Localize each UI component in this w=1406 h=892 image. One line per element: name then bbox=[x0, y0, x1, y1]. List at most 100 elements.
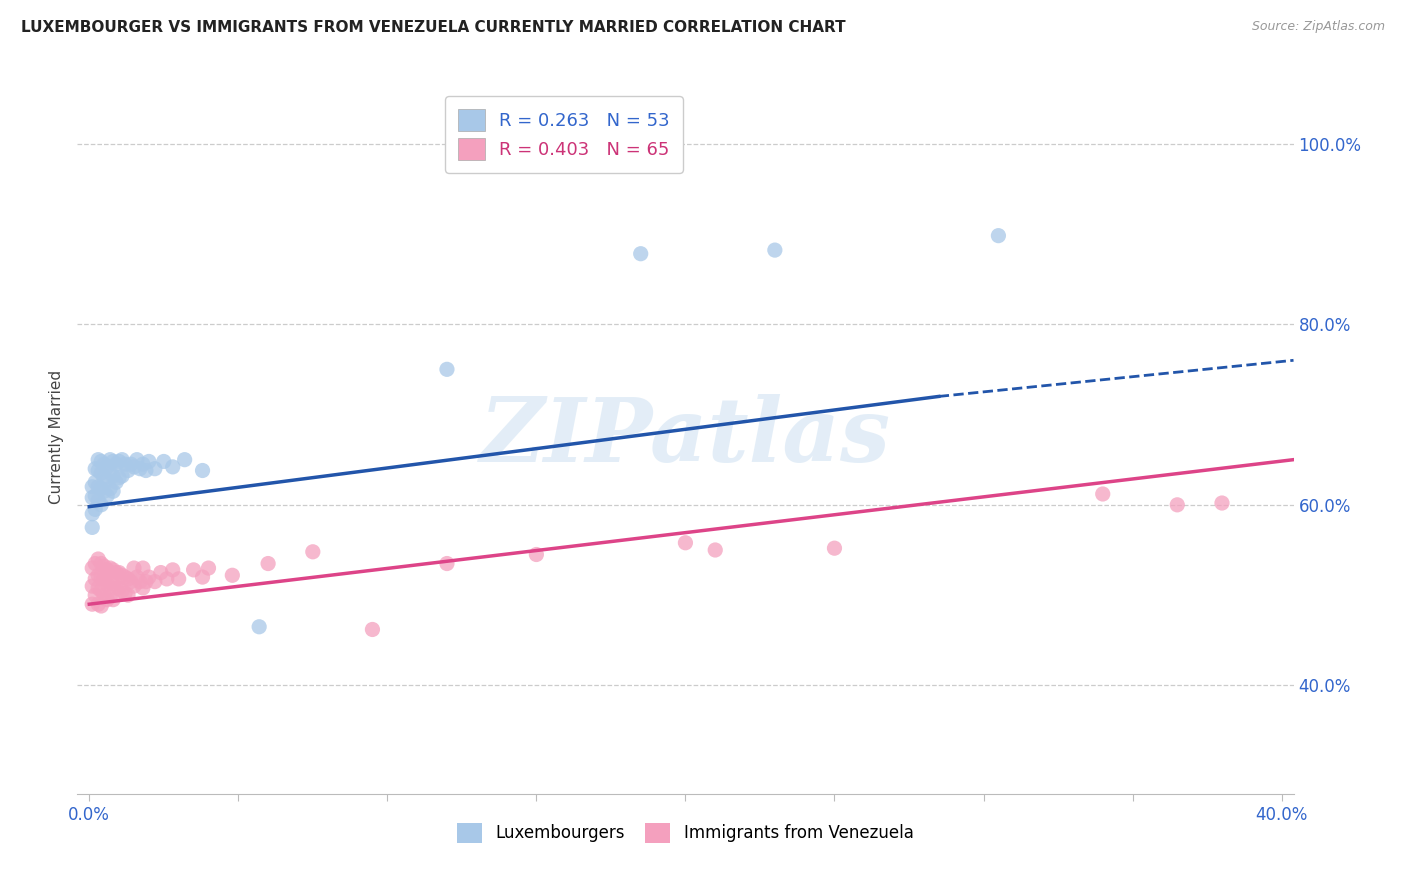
Point bbox=[90, 498, 112, 512]
Point bbox=[120, 457, 142, 471]
Point bbox=[98, 482, 121, 496]
Point bbox=[108, 581, 131, 595]
Point bbox=[1091, 487, 1114, 501]
Point bbox=[84, 572, 107, 586]
Point bbox=[183, 563, 205, 577]
Point bbox=[114, 586, 136, 600]
Point bbox=[90, 557, 112, 571]
Point bbox=[96, 459, 118, 474]
Point bbox=[111, 452, 134, 467]
Point bbox=[82, 597, 104, 611]
Point bbox=[111, 469, 134, 483]
Point bbox=[156, 572, 179, 586]
Point bbox=[125, 570, 148, 584]
Point bbox=[763, 243, 786, 257]
Point bbox=[135, 463, 157, 477]
Point bbox=[1166, 498, 1188, 512]
Point bbox=[84, 502, 107, 516]
Point bbox=[90, 467, 112, 481]
Point bbox=[105, 581, 128, 595]
Point bbox=[84, 557, 107, 571]
Point bbox=[301, 545, 323, 559]
Point bbox=[143, 461, 166, 475]
Point bbox=[82, 480, 104, 494]
Point bbox=[117, 572, 139, 586]
Point bbox=[98, 561, 121, 575]
Point bbox=[101, 577, 124, 591]
Point bbox=[87, 480, 110, 494]
Point bbox=[84, 461, 107, 475]
Point bbox=[90, 583, 112, 598]
Point bbox=[101, 454, 124, 468]
Text: Source: ZipAtlas.com: Source: ZipAtlas.com bbox=[1251, 20, 1385, 33]
Point bbox=[436, 557, 458, 571]
Point bbox=[138, 570, 160, 584]
Point bbox=[82, 561, 104, 575]
Point bbox=[87, 597, 110, 611]
Point bbox=[129, 574, 152, 589]
Point bbox=[87, 463, 110, 477]
Point bbox=[87, 452, 110, 467]
Point bbox=[108, 454, 131, 468]
Point bbox=[138, 454, 160, 468]
Point bbox=[93, 572, 115, 586]
Point bbox=[98, 463, 121, 477]
Point bbox=[96, 563, 118, 577]
Point bbox=[114, 457, 136, 471]
Point bbox=[1211, 496, 1233, 510]
Point bbox=[191, 570, 214, 584]
Point bbox=[987, 228, 1010, 243]
Point bbox=[87, 552, 110, 566]
Point bbox=[101, 592, 124, 607]
Point bbox=[98, 590, 121, 604]
Point bbox=[90, 454, 112, 468]
Point bbox=[82, 579, 104, 593]
Point bbox=[93, 471, 115, 485]
Point bbox=[93, 559, 115, 574]
Point bbox=[173, 452, 195, 467]
Point bbox=[87, 568, 110, 582]
Point bbox=[132, 457, 155, 471]
Legend: Luxembourgers, Immigrants from Venezuela: Luxembourgers, Immigrants from Venezuela bbox=[451, 816, 920, 850]
Point bbox=[111, 568, 134, 582]
Point bbox=[221, 568, 243, 582]
Point bbox=[152, 454, 174, 468]
Point bbox=[98, 574, 121, 589]
Point bbox=[117, 463, 139, 477]
Point bbox=[132, 581, 155, 595]
Point bbox=[122, 579, 145, 593]
Point bbox=[87, 493, 110, 508]
Point bbox=[82, 491, 104, 505]
Y-axis label: Currently Married: Currently Married bbox=[49, 370, 65, 504]
Point bbox=[129, 461, 152, 475]
Text: LUXEMBOURGER VS IMMIGRANTS FROM VENEZUELA CURRENTLY MARRIED CORRELATION CHART: LUXEMBOURGER VS IMMIGRANTS FROM VENEZUEL… bbox=[21, 20, 846, 35]
Point bbox=[105, 457, 128, 471]
Point bbox=[114, 570, 136, 584]
Point bbox=[125, 452, 148, 467]
Point bbox=[162, 563, 184, 577]
Point bbox=[824, 541, 846, 556]
Point bbox=[105, 566, 128, 580]
Point bbox=[96, 473, 118, 487]
Point bbox=[132, 561, 155, 575]
Point bbox=[361, 623, 384, 637]
Point bbox=[162, 459, 184, 474]
Point bbox=[93, 457, 115, 471]
Point bbox=[122, 561, 145, 575]
Point bbox=[90, 482, 112, 496]
Point bbox=[191, 463, 214, 477]
Point bbox=[82, 520, 104, 534]
Point bbox=[257, 557, 280, 571]
Point bbox=[108, 566, 131, 580]
Point bbox=[101, 484, 124, 499]
Point bbox=[93, 588, 115, 602]
Point bbox=[84, 475, 107, 490]
Point bbox=[98, 452, 121, 467]
Point bbox=[101, 469, 124, 483]
Point bbox=[90, 599, 112, 613]
Point bbox=[630, 246, 652, 260]
Point bbox=[122, 459, 145, 474]
Point bbox=[96, 489, 118, 503]
Point bbox=[96, 577, 118, 591]
Point bbox=[247, 620, 270, 634]
